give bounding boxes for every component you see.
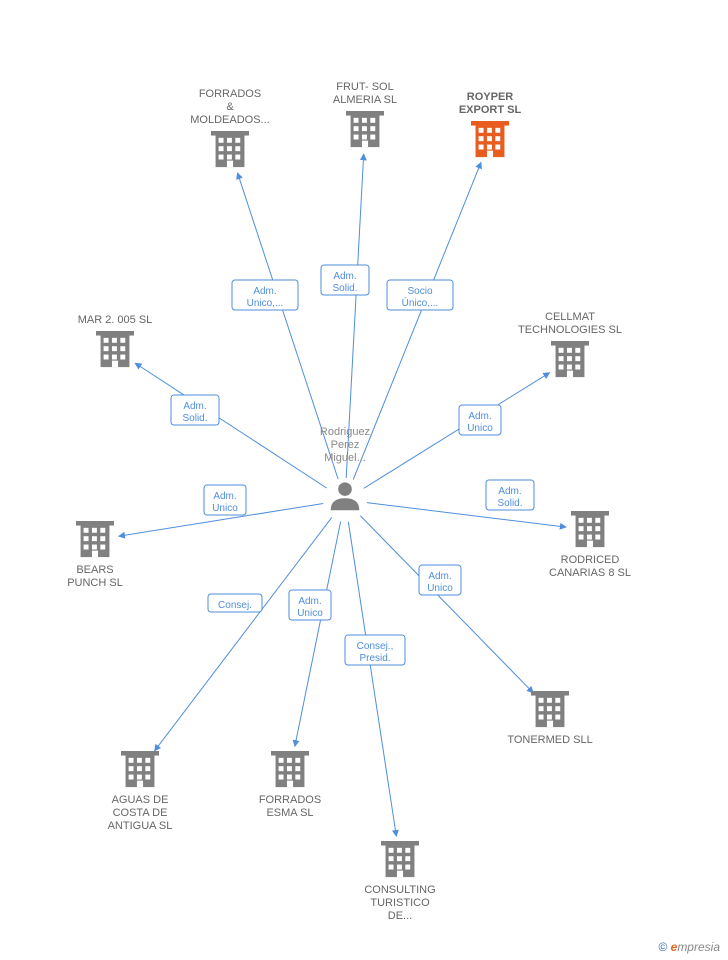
svg-text:FORRADOS: FORRADOS: [259, 794, 321, 806]
svg-text:Adm.: Adm.: [298, 596, 321, 607]
edge-label: Consej.,Presid.: [345, 635, 405, 665]
svg-text:Socio: Socio: [407, 286, 432, 297]
company-node: AGUAS DECOSTA DEANTIGUA SL: [108, 751, 173, 832]
edge-label: Adm.Solid.: [321, 265, 369, 295]
edge-label: Adm.Solid.: [171, 395, 219, 425]
svg-text:Adm.: Adm.: [428, 571, 451, 582]
company-node: ROYPEREXPORT SL: [459, 91, 522, 157]
edge-label: Adm.Unico: [419, 565, 461, 595]
svg-text:CONSULTING: CONSULTING: [364, 884, 435, 896]
brand-rest: mpresia: [677, 940, 720, 954]
company-node: FORRADOS&MOLDEADOS...: [190, 88, 269, 167]
svg-text:TECHNOLOGIES SL: TECHNOLOGIES SL: [518, 324, 622, 336]
svg-text:Único,...: Único,...: [402, 296, 439, 309]
svg-text:Adm.: Adm.: [468, 411, 491, 422]
svg-text:Presid.: Presid.: [359, 653, 390, 664]
edge-label: SocioÚnico,...: [387, 280, 453, 310]
company-node: MAR 2. 005 SL: [78, 314, 153, 367]
copyright-symbol: ©: [658, 940, 667, 954]
svg-text:Adm.: Adm.: [213, 491, 236, 502]
svg-text:Adm.: Adm.: [498, 486, 521, 497]
company-node: FORRADOSESMA SL: [259, 751, 321, 819]
svg-text:MAR 2. 005 SL: MAR 2. 005 SL: [78, 314, 153, 326]
company-node: CELLMATTECHNOLOGIES SL: [518, 311, 622, 377]
svg-text:PUNCH SL: PUNCH SL: [67, 577, 123, 589]
svg-text:RODRICED: RODRICED: [561, 554, 620, 566]
svg-text:Unico,...: Unico,...: [247, 298, 284, 309]
edge-label: Adm.Unico: [204, 485, 246, 515]
svg-text:Solid.: Solid.: [332, 283, 357, 294]
svg-text:Adm.: Adm.: [253, 286, 276, 297]
svg-text:Consej.: Consej.: [218, 600, 252, 611]
edge-label: Adm.Unico: [459, 405, 501, 435]
svg-text:Unico: Unico: [427, 583, 453, 594]
svg-text:Perez: Perez: [331, 439, 360, 451]
svg-text:ALMERIA SL: ALMERIA SL: [333, 94, 397, 106]
edge-label: Consej.: [208, 594, 262, 612]
svg-text:CANARIAS 8 SL: CANARIAS 8 SL: [549, 567, 631, 579]
svg-text:Unico: Unico: [212, 503, 238, 514]
svg-text:BEARS: BEARS: [76, 564, 113, 576]
svg-text:FRUT- SOL: FRUT- SOL: [336, 81, 393, 93]
company-node: TONERMED SLL: [507, 691, 592, 746]
company-node: CONSULTINGTURISTICODE...: [364, 841, 435, 922]
company-node: BEARSPUNCH SL: [67, 521, 123, 589]
network-diagram: Adm.Unico,...Adm.Solid.SocioÚnico,...Adm…: [0, 0, 728, 960]
svg-text:Solid.: Solid.: [182, 413, 207, 424]
svg-text:TONERMED SLL: TONERMED SLL: [507, 734, 592, 746]
company-node: FRUT- SOLALMERIA SL: [333, 81, 397, 147]
svg-text:Solid.: Solid.: [497, 498, 522, 509]
copyright: © empresia: [658, 940, 720, 954]
svg-text:ESMA SL: ESMA SL: [266, 807, 313, 819]
svg-text:Consej.,: Consej.,: [357, 641, 394, 652]
svg-text:Unico: Unico: [297, 608, 323, 619]
svg-text:Adm.: Adm.: [183, 401, 206, 412]
company-node: RODRICEDCANARIAS 8 SL: [549, 511, 631, 579]
svg-text:ANTIGUA SL: ANTIGUA SL: [108, 820, 173, 832]
svg-text:Adm.: Adm.: [333, 271, 356, 282]
svg-text:FORRADOS: FORRADOS: [199, 88, 261, 100]
edge-label: Adm.Solid.: [486, 480, 534, 510]
svg-text:MOLDEADOS...: MOLDEADOS...: [190, 114, 269, 126]
svg-text:CELLMAT: CELLMAT: [545, 311, 595, 323]
svg-text:&: &: [226, 101, 234, 113]
svg-text:Unico: Unico: [467, 423, 493, 434]
svg-text:Miguel...: Miguel...: [324, 452, 366, 464]
svg-text:COSTA DE: COSTA DE: [113, 807, 168, 819]
svg-text:Rodriguez: Rodriguez: [320, 426, 370, 438]
center-person: RodriguezPerezMiguel...: [320, 426, 370, 510]
svg-text:AGUAS DE: AGUAS DE: [112, 794, 169, 806]
svg-text:DE...: DE...: [388, 910, 412, 922]
edge-label: Adm.Unico,...: [232, 280, 298, 310]
edge-label: Adm.Unico: [289, 590, 331, 620]
svg-text:EXPORT SL: EXPORT SL: [459, 104, 522, 116]
svg-text:TURISTICO: TURISTICO: [370, 897, 430, 909]
svg-text:ROYPER: ROYPER: [467, 91, 514, 103]
